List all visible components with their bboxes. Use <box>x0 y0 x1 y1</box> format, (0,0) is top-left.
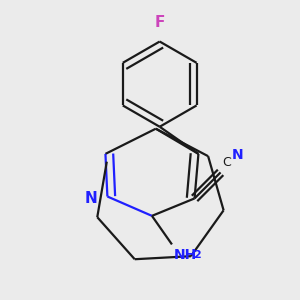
Text: NH: NH <box>174 248 197 262</box>
Text: N: N <box>232 148 244 162</box>
Text: F: F <box>154 15 165 30</box>
Text: 2: 2 <box>193 250 201 260</box>
Text: N: N <box>85 191 98 206</box>
Text: C: C <box>223 156 231 169</box>
